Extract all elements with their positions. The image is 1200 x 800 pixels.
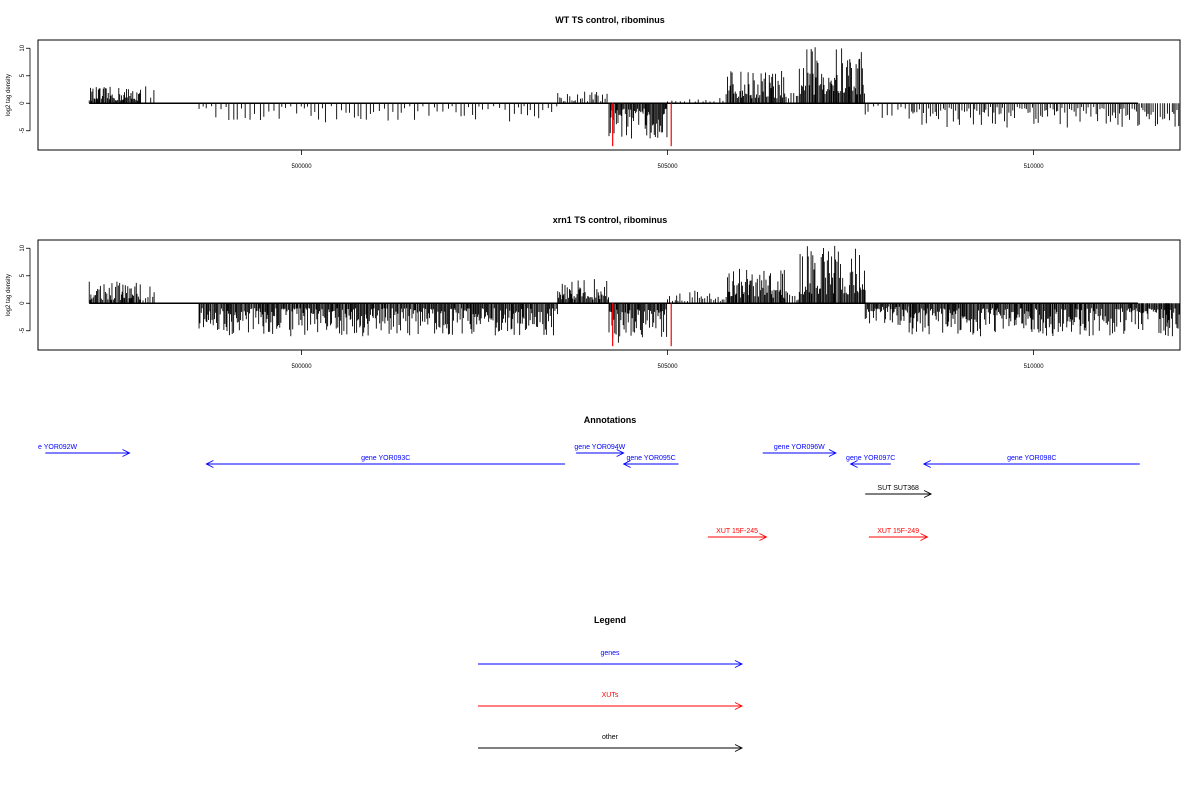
- annotation-label: SUT SUT368: [877, 485, 919, 492]
- xrn1-x-tick-label: 500000: [292, 364, 313, 370]
- annotation-feature: gene YOR098C: [922, 455, 1140, 468]
- xrn1-x-tick-label: 510000: [1024, 364, 1045, 370]
- xrn1-axes: -5 0 5 10 500000 505000 510000: [20, 244, 1044, 370]
- wt-x-tick-label: 510000: [1024, 164, 1045, 170]
- annotation-arrow-arrowhead: [828, 449, 837, 457]
- annotation-feature: gene YOR096W: [762, 444, 837, 457]
- annotation-arrow-arrowhead: [205, 460, 214, 468]
- annotation-label: gene YOR095C: [626, 455, 675, 462]
- annotation-feature: XUT 15F-245: [707, 528, 768, 541]
- legend-items: genes XUTs other: [478, 650, 744, 752]
- annotation-feature: gene YOR095C: [622, 455, 679, 468]
- annotation-label: e YOR092W: [38, 444, 78, 451]
- xrn1-y-tick-label: 10: [20, 244, 26, 251]
- legend-title: Legend: [594, 615, 626, 625]
- wt-bars: [88, 47, 1180, 147]
- annotation-label: gene YOR096W: [774, 444, 825, 451]
- annotation-label: gene YOR094W: [574, 444, 625, 451]
- xrn1-bars: [88, 245, 1180, 347]
- annotation-arrow-arrowhead: [923, 490, 933, 498]
- annotation-label: XUT 15F-249: [877, 528, 919, 535]
- legend-arrow-arrowhead: [734, 660, 744, 668]
- annotation-arrow-arrowhead: [922, 460, 931, 468]
- annotation-feature: SUT SUT368: [865, 485, 933, 498]
- xrn1-track-title: xrn1 TS control, ribominus: [553, 215, 668, 225]
- wt-y-tick-label: 10: [20, 44, 26, 51]
- annotation-arrow-arrowhead: [616, 449, 625, 457]
- annotation-feature: XUT 15F-249: [868, 528, 929, 541]
- xrn1-y-tick-label: 0: [20, 301, 26, 305]
- legend-arrow-arrowhead: [734, 702, 744, 710]
- wt-track-panel: WT TS control, ribominus log2 tag densit…: [6, 15, 1181, 170]
- wt-y-tick-label: 0: [20, 101, 26, 105]
- wt-y-tick-label: 5: [20, 73, 26, 77]
- xrn1-y-tick-label: 5: [20, 273, 26, 277]
- annotations-panel: Annotations e YOR092W gene YOR093C gene YO…: [38, 415, 1140, 541]
- annotation-feature: gene YOR097C: [846, 455, 895, 468]
- annotations-title: Annotations: [584, 415, 637, 425]
- annotation-label: gene YOR097C: [846, 455, 895, 462]
- wt-track-title: WT TS control, ribominus: [555, 15, 665, 25]
- legend-label: genes: [600, 650, 620, 657]
- xrn1-plot-frame: [37, 239, 1181, 351]
- legend-item: XUTs: [478, 692, 744, 710]
- xrn1-x-tick-label: 505000: [658, 364, 679, 370]
- annotation-feature: e YOR092W: [38, 444, 131, 457]
- wt-plot-frame: [37, 39, 1181, 151]
- xrn1-y-tick-label: -5: [20, 327, 26, 333]
- wt-y-axis-label: log2 tag density: [6, 74, 12, 116]
- annotation-label: XUT 15F-245: [716, 528, 758, 535]
- wt-axes: -5 0 5 10 500000 505000 510000: [20, 44, 1044, 170]
- wt-x-tick-label: 500000: [292, 164, 313, 170]
- wt-x-tick-label: 505000: [658, 164, 679, 170]
- annotation-arrow-arrowhead: [759, 533, 768, 541]
- annotation-feature: gene YOR093C: [205, 455, 566, 468]
- legend-arrow-arrowhead: [734, 744, 744, 752]
- legend-item: other: [478, 734, 744, 752]
- xrn1-y-axis-label: log2 tag density: [6, 274, 12, 316]
- legend-label: XUTs: [602, 692, 619, 699]
- legend-panel: Legend genes XUTs other: [478, 615, 744, 752]
- annotation-label: gene YOR093C: [361, 455, 410, 462]
- annotation-arrow-arrowhead: [920, 533, 929, 541]
- xrn1-track-panel: xrn1 TS control, ribominus log2 tag dens…: [6, 215, 1181, 370]
- annotation-label: gene YOR098C: [1007, 455, 1056, 462]
- annotation-arrow-arrowhead: [122, 449, 131, 457]
- legend-label: other: [602, 734, 619, 741]
- annotation-arrow-arrowhead: [849, 460, 858, 468]
- annotation-arrow-arrowhead: [622, 460, 631, 468]
- wt-y-tick-label: -5: [20, 127, 26, 133]
- annotation-feature: gene YOR094W: [574, 444, 626, 457]
- legend-item: genes: [478, 650, 744, 668]
